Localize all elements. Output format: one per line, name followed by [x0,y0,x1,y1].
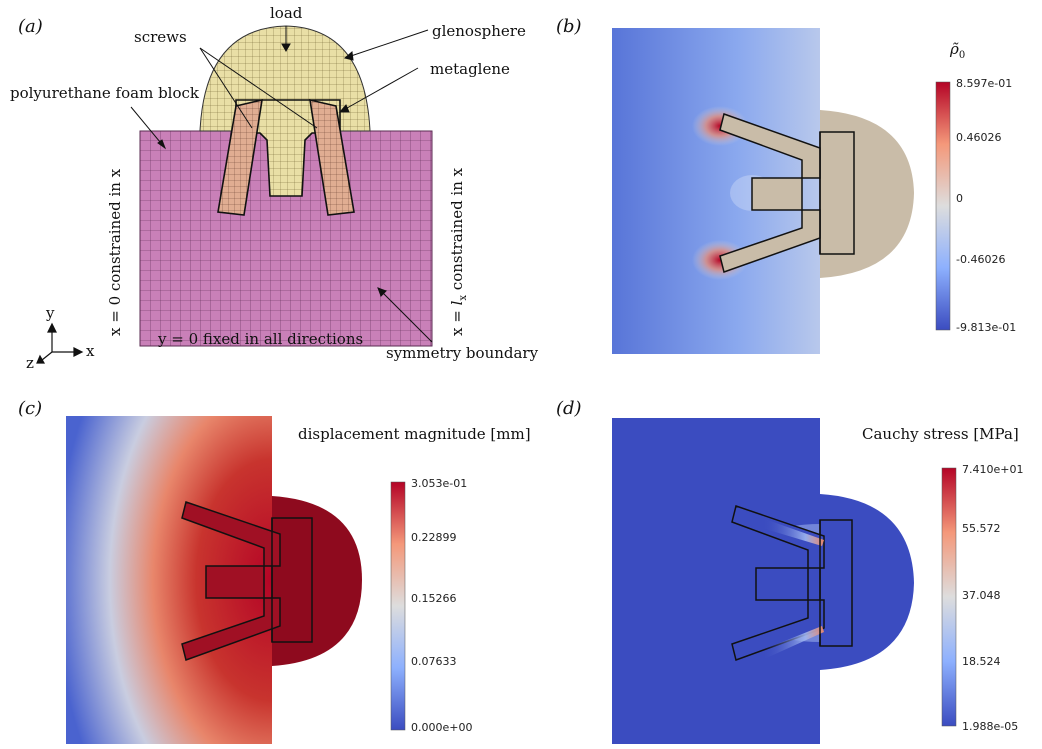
label-bc-left: x = 0 constrained in x [106,168,124,336]
panel-c-label: (c) [18,398,43,419]
panel-c-colorbar [390,481,406,731]
panel-b-tick: 0.46026 [956,131,1002,144]
panel-b-tick: 8.597e-01 [956,77,1013,90]
label-bc-bottom: y = 0 fixed in all directions [158,330,364,348]
label-bc-right: x = lx constrained in x [448,167,469,336]
axis-y-label: y [46,304,55,322]
panel-c-tick: 0.000e+00 [411,721,473,734]
panel-d-colorbar [941,467,957,727]
label-load: load [270,4,303,22]
panel-c-tick: 0.15266 [411,592,457,605]
screw-left [217,98,263,216]
panel-d-tick: 7.410e+01 [962,463,1024,476]
panel-a-diagram [36,25,433,364]
panel-c-tick: 0.07633 [411,655,457,668]
panel-b-colorbar [935,81,951,331]
label-foam-block: polyurethane foam block [10,84,199,102]
label-screws: screws [134,28,187,46]
panel-c-colorbar-title: displacement magnitude [mm] [298,425,531,443]
panel-d-colorbar-title: Cauchy stress [MPa] [862,425,1019,443]
panel-c-field [66,416,362,744]
panel-a-label: (a) [18,16,43,37]
panel-d-label: (d) [556,398,582,419]
panel-b-field [612,28,914,354]
panel-d-tick: 18.524 [962,655,1001,668]
panel-b-colorbar-title: ρ̃0 [950,40,966,61]
panel-b-tick: 0 [956,192,963,205]
label-symmetry-boundary: symmetry boundary [386,344,539,362]
label-glenosphere: glenosphere [432,22,526,40]
panel-c-tick: 0.22899 [411,531,457,544]
axis-z-label: z [26,354,34,372]
panel-c-tick: 3.053e-01 [411,477,468,490]
panel-b-tick: -0.46026 [956,253,1006,266]
axis-x-label: x [86,342,95,360]
panel-b-label: (b) [556,16,582,37]
panel-b-tick: -9.813e-01 [956,321,1017,334]
panel-d-tick: 37.048 [962,589,1001,602]
panel-d-tick: 1.988e-05 [962,720,1019,733]
panel-d-field [612,418,914,744]
screw-right [309,98,355,216]
label-metaglene: metaglene [430,60,510,78]
foam-block [139,130,433,347]
panel-d-tick: 55.572 [962,522,1001,535]
